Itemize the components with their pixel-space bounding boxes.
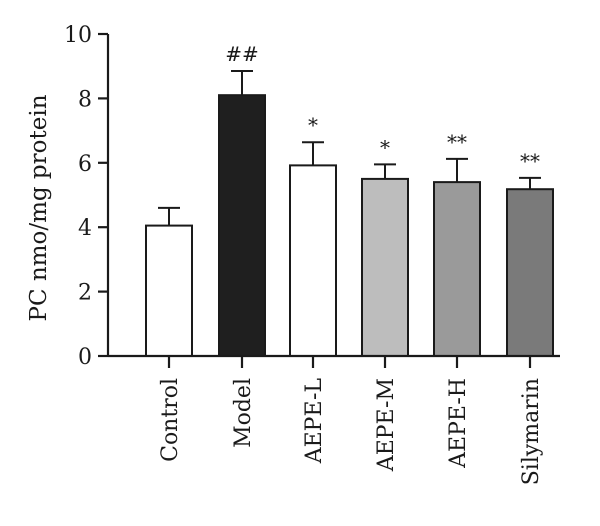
bar-control	[145, 224, 193, 357]
bar-aepe-h	[433, 181, 481, 357]
y-tick-label: 0	[78, 345, 92, 370]
y-axis: 0 2 4 6 8 10	[64, 23, 110, 370]
significance-label: **	[447, 130, 467, 154]
significance-label: *	[308, 113, 318, 137]
x-tick-label: AEPE-L	[302, 378, 327, 465]
y-tick-label: 6	[78, 152, 92, 177]
y-axis-title: PC nmo/mg protein	[26, 94, 52, 321]
bar-aepe-l	[289, 164, 337, 357]
x-tick-label: Silymarin	[519, 378, 544, 485]
bar-model	[218, 94, 266, 358]
y-tick-label: 8	[78, 87, 92, 112]
x-tick-label: Model	[231, 378, 256, 448]
x-tick-label: AEPE-M	[374, 378, 399, 472]
bar-aepe-m	[361, 177, 409, 357]
y-tick-label: 10	[64, 23, 92, 48]
significance-label: **	[520, 149, 540, 173]
bars: ##** ****	[145, 42, 554, 358]
x-tick-label: Control	[158, 378, 183, 462]
x-axis: Control Model AEPE-L AEPE-M AEPE-H Silymarin	[108, 354, 560, 485]
significance-label: *	[380, 135, 390, 159]
bar-silymarin	[506, 188, 554, 357]
y-tick-label: 2	[78, 281, 92, 306]
x-tick-label: AEPE-H	[446, 378, 471, 469]
significance-label: ##	[225, 42, 259, 66]
y-tick-label: 4	[78, 216, 92, 241]
